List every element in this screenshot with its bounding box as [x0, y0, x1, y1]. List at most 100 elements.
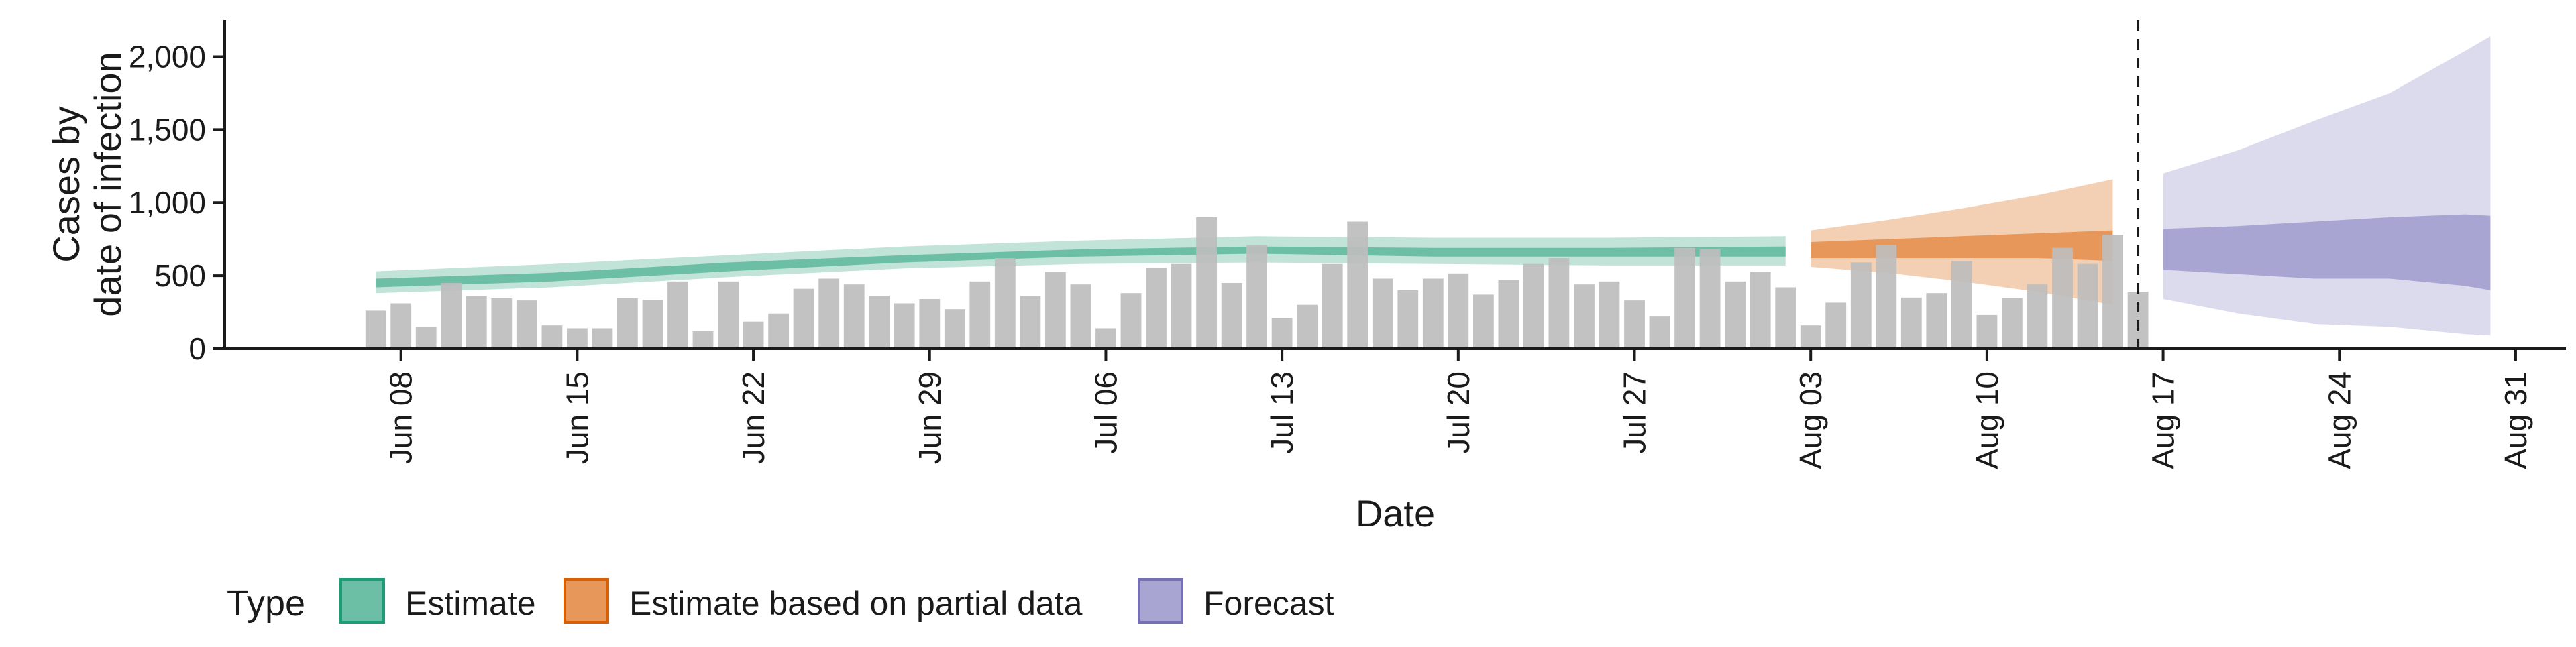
x-tick-label: Aug 17 — [2146, 371, 2181, 469]
x-tick-label: Aug 24 — [2322, 371, 2357, 469]
case-bar — [466, 296, 487, 349]
legend-label-estimate-based-on-partial-data: Estimate based on partial data — [629, 585, 1083, 622]
case-bar — [667, 281, 688, 349]
case-bar — [2027, 284, 2048, 349]
case-bar — [1322, 263, 1343, 349]
case-bar — [2002, 298, 2023, 349]
case-bar — [567, 328, 588, 349]
legend-swatch-estimate — [339, 578, 385, 624]
estimate-inner-band — [376, 246, 1786, 288]
x-tick-label: Aug 31 — [2498, 371, 2533, 469]
case-bar — [1020, 296, 1041, 349]
x-tick-label: Jun 15 — [559, 371, 594, 464]
case-bar — [743, 321, 764, 349]
case-bar — [2052, 247, 2073, 349]
case-bar — [969, 281, 991, 349]
case-bar — [617, 298, 638, 349]
case-bar — [1045, 272, 1066, 349]
forecast-outer-band — [2163, 36, 2491, 336]
y-tick-label: 1,000 — [129, 185, 206, 220]
case-bar — [1951, 261, 1972, 349]
case-bar — [1422, 278, 1444, 349]
legend-label-estimate: Estimate — [405, 585, 536, 622]
case-bar — [1624, 300, 1645, 349]
y-axis-title-line: date of infection — [87, 52, 129, 316]
case-bar — [2102, 235, 2123, 349]
case-bar — [441, 283, 462, 349]
case-bar — [1347, 221, 1368, 349]
case-bar — [1246, 245, 1267, 349]
case-bar — [1825, 302, 1847, 349]
case-bar — [1095, 328, 1116, 349]
case-bar — [1397, 290, 1419, 349]
case-bar — [1448, 273, 1469, 349]
y-tick-label: 0 — [189, 331, 206, 366]
case-bar — [1649, 316, 1670, 349]
y-axis-title-line: Cases by — [45, 106, 87, 262]
case-bar — [718, 281, 739, 349]
forecast-inner-band — [2163, 214, 2491, 290]
case-bar — [869, 296, 890, 349]
y-tick-label: 2,000 — [129, 39, 206, 74]
case-bar — [944, 309, 965, 349]
legend-title: Type — [227, 583, 305, 624]
x-tick-label: Jul 20 — [1441, 371, 1476, 454]
axes-layer: 0 500 1,000 1,500 2,000 Jun 08 Jun 15 Jun 22 Jun… — [45, 20, 2566, 534]
bars-layer — [365, 217, 2149, 349]
case-bar — [1800, 325, 1821, 349]
case-bar — [1976, 314, 1998, 349]
x-tick-label: Jul 06 — [1088, 371, 1123, 454]
case-bar — [1120, 293, 1142, 349]
case-bar — [1372, 278, 1393, 349]
case-bar — [692, 331, 714, 349]
case-bar — [1900, 297, 1922, 349]
case-bar — [390, 303, 412, 349]
case-bar — [1548, 258, 1570, 349]
case-bar — [1775, 287, 1796, 349]
legend-swatch-estimate-based-on-partial-data — [564, 578, 609, 624]
x-axis-title: Date — [1356, 492, 1435, 534]
case-bar — [1523, 263, 1544, 349]
case-bar — [491, 298, 513, 349]
case-bar — [1473, 294, 1494, 349]
case-bar — [1574, 284, 1595, 349]
case-bar — [1196, 217, 1217, 349]
case-bar — [592, 328, 613, 349]
legend-swatch-forecast — [1138, 578, 1183, 624]
case-bar — [516, 300, 537, 349]
case-bar — [818, 278, 840, 349]
case-bar — [1926, 293, 1947, 349]
legend: Type Estimate Estimate based on partial da… — [227, 578, 1334, 624]
case-bar — [541, 325, 563, 349]
x-tick-label: Jun 08 — [384, 371, 419, 464]
case-bar — [1498, 280, 1519, 349]
y-tick-label: 1,500 — [129, 112, 206, 147]
case-bar — [894, 303, 915, 349]
case-bar — [642, 300, 663, 349]
case-bar — [768, 313, 789, 349]
x-tick-label: Jul 13 — [1265, 371, 1299, 454]
legend-label-forecast: Forecast — [1203, 585, 1334, 622]
case-bar — [843, 284, 865, 349]
case-bar — [1271, 318, 1293, 349]
case-bar — [1674, 247, 1695, 349]
x-tick-label: Aug 03 — [1793, 371, 1828, 469]
y-tick-label: 500 — [154, 258, 206, 293]
case-bar — [1750, 272, 1771, 349]
case-bar — [1850, 262, 1872, 349]
case-bar — [1070, 284, 1091, 349]
case-bar — [2077, 263, 2098, 349]
case-bar — [2127, 292, 2149, 349]
case-bar — [793, 288, 814, 349]
y-axis-title: Cases bydate of infection — [45, 52, 129, 316]
bands-layer — [376, 36, 2491, 336]
case-bar — [994, 258, 1016, 349]
case-bar — [919, 299, 941, 349]
x-tick-label: Aug 10 — [1970, 371, 2004, 469]
case-bar — [415, 327, 437, 349]
case-bar — [1221, 283, 1242, 349]
case-bar — [365, 310, 386, 349]
case-bar — [1876, 245, 1897, 349]
